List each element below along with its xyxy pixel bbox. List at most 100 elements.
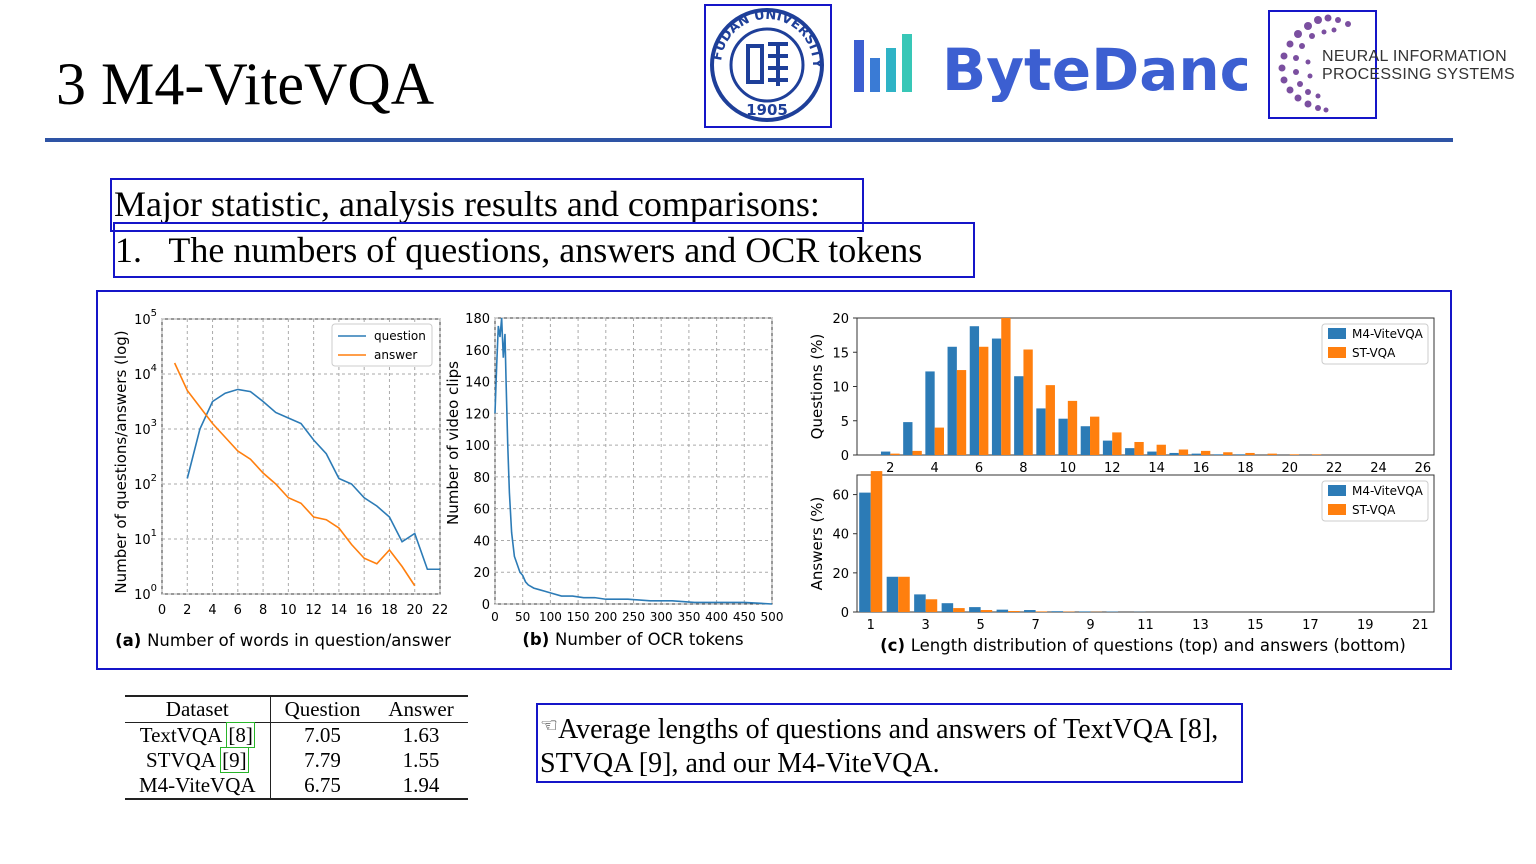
bar-ST-VQA	[1045, 385, 1055, 455]
table-row: STVQA [9] 7.79 1.55	[125, 747, 468, 773]
table-cell-answer: 1.55	[402, 748, 440, 772]
bar-M4-ViteVQA	[1147, 451, 1157, 455]
neurips-line2: PROCESSING SYSTEMS	[1322, 66, 1515, 83]
legend-c1	[1321, 323, 1429, 365]
table-row: M4-ViteVQA 6.75 1.94	[125, 773, 468, 799]
legend-swatch	[1328, 328, 1346, 339]
bar-M4-ViteVQA	[1024, 610, 1036, 612]
x-tick-label: 12	[1104, 461, 1121, 476]
x-tick-label: 100	[539, 610, 562, 624]
x-tick-label: 2	[183, 603, 191, 618]
x-tick-label: 20	[1281, 461, 1298, 476]
bar-ST-VQA	[890, 453, 900, 455]
bar-M4-ViteVQA	[1051, 611, 1064, 612]
bar-ST-VQA	[1067, 400, 1078, 455]
bar-M4-ViteVQA	[969, 326, 980, 455]
bar-ST-VQA	[1112, 432, 1122, 455]
y-axis-label: Answers (%)	[808, 497, 826, 591]
table-cell-dataset: M4-ViteVQA	[125, 773, 271, 799]
x-tick-label: 24	[1370, 461, 1387, 476]
y-tick-label: 120	[465, 407, 490, 422]
bar-M4-ViteVQA	[925, 371, 935, 455]
bar-ST-VQA	[934, 427, 944, 455]
x-tick-label: 21	[1412, 618, 1429, 633]
y-axis-label: Number of video clips	[444, 361, 462, 525]
legend-c2	[1321, 480, 1429, 522]
x-tick-label: 16	[1193, 461, 1210, 476]
list-item: 1. The numbers of questions, answers and…	[115, 230, 923, 270]
bar-ST-VQA	[953, 608, 965, 612]
table-header-row: Dataset Question Answer	[125, 696, 468, 723]
x-tick-label: 22	[432, 603, 449, 618]
bar-ST-VQA	[1035, 611, 1048, 612]
x-tick-label: 8	[259, 603, 267, 618]
x-tick-label: 1	[867, 618, 875, 633]
y-tick-label: 103	[134, 418, 157, 438]
neurips-wordmark: NEURAL INFORMATION PROCESSING SYSTEMS	[1322, 48, 1515, 84]
bar-M4-ViteVQA	[914, 594, 926, 612]
series-line-answer	[173, 362, 416, 587]
x-tick-label: 300	[650, 610, 673, 624]
section-heading: Major statistic, analysis results and co…	[114, 184, 820, 224]
x-tick-label: 13	[1192, 618, 1209, 633]
bar-M4-ViteVQA	[1058, 418, 1068, 455]
bar-M4-ViteVQA	[1079, 611, 1091, 612]
table-cell-answer: 1.94	[402, 773, 440, 797]
bar-ST-VQA	[956, 370, 967, 455]
bar-M4-ViteVQA	[1191, 453, 1201, 455]
bar-ST-VQA	[1156, 444, 1166, 455]
y-tick-label: 140	[465, 376, 490, 391]
legend-label: ST-VQA	[1352, 503, 1396, 517]
list-item-box: 1. The numbers of questions, answers and…	[113, 222, 975, 278]
bar-ST-VQA	[1090, 416, 1100, 455]
x-tick-label: 450	[733, 610, 756, 624]
bar-M4-ViteVQA	[1213, 454, 1224, 455]
x-tick-label: 22	[1326, 461, 1343, 476]
chart-b: 0 50 100 150 200 250 300 350 400 450 500 0 20 40 60 80 1…	[444, 312, 783, 649]
bar-M4-ViteVQA	[880, 451, 891, 455]
x-tick-label: 12	[305, 603, 322, 618]
citation-link[interactable]: [8]	[226, 722, 255, 748]
x-tick-label: 5	[977, 618, 985, 633]
x-tick-label: 200	[594, 610, 617, 624]
x-tick-label: 4	[208, 603, 216, 618]
y-tick-label: 100	[134, 583, 157, 603]
y-axis-label: Questions (%)	[808, 334, 826, 440]
bar-ST-VQA	[1223, 452, 1233, 455]
table-header-answer: Answer	[388, 697, 454, 721]
bar-M4-ViteVQA	[1080, 426, 1091, 455]
bar-M4-ViteVQA	[1036, 408, 1046, 455]
bar-ST-VQA	[980, 610, 993, 612]
bar-ST-VQA	[1200, 450, 1211, 455]
citation-link[interactable]: [9]	[220, 747, 249, 773]
bar-M4-ViteVQA	[859, 492, 871, 612]
pointing-hand-icon: ☜	[540, 715, 558, 737]
slide-title: 3 M4-ViteVQA	[56, 51, 435, 117]
title-divider	[45, 138, 1453, 142]
x-tick-label: 6	[234, 603, 242, 618]
bar-M4-ViteVQA	[991, 338, 1002, 455]
table-cell-question: 7.79	[304, 748, 341, 772]
x-tick-label: 4	[931, 461, 939, 476]
heading-box: Major statistic, analysis results and co…	[110, 178, 864, 232]
bar-M4-ViteVQA	[903, 422, 913, 455]
bar-M4-ViteVQA	[969, 607, 981, 612]
bar-ST-VQA	[1023, 349, 1033, 455]
bar-ST-VQA	[979, 346, 989, 455]
x-tick-label: 18	[381, 603, 398, 618]
y-tick-label: 40	[832, 528, 849, 543]
bar-ST-VQA	[1267, 453, 1277, 455]
bar-ST-VQA	[1311, 454, 1322, 455]
bar-M4-ViteVQA	[941, 603, 954, 612]
bar-ST-VQA	[1008, 611, 1020, 612]
legend-label: M4-ViteVQA	[1352, 484, 1424, 498]
neurips-logo	[1268, 10, 1508, 120]
y-tick-label: 10	[832, 381, 849, 396]
y-tick-label: 20	[832, 567, 849, 582]
y-tick-label: 104	[134, 363, 157, 383]
x-tick-label: 18	[1237, 461, 1254, 476]
chart-caption: (b) Number of OCR tokens	[522, 630, 743, 649]
x-tick-label: 16	[356, 603, 373, 618]
y-tick-label: 15	[832, 346, 849, 361]
